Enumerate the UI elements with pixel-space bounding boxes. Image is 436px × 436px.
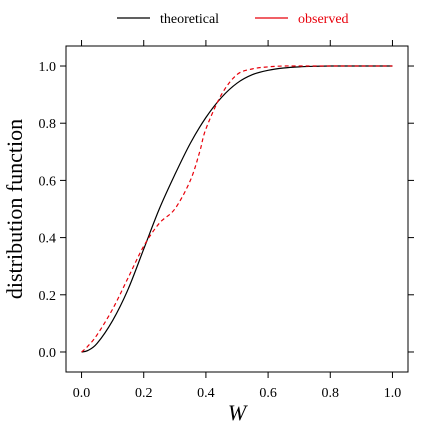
y-tick-label: 0.6 (39, 174, 57, 189)
y-tick-label: 1.0 (39, 60, 57, 75)
legend-label-observed: observed (298, 12, 349, 27)
x-tick-label: 0.4 (197, 386, 215, 401)
y-tick-label: 0.2 (39, 289, 57, 304)
series-line-theoretical (81, 65, 393, 353)
x-tick-label: 0.8 (322, 386, 340, 401)
x-tick-label: 0.2 (135, 386, 153, 401)
legend: theoretical observed (117, 12, 349, 27)
x-tick-label: 0.6 (259, 386, 277, 401)
series-lines (81, 65, 393, 353)
x-axis-title: W (228, 400, 248, 425)
axis-ticks: 0.0 0.2 0.4 0.6 0.8 1.0 0.0 0.2 0.4 0.6 0.8 1.0 (39, 40, 414, 401)
y-tick-label: 0.4 (39, 232, 57, 247)
legend-label-theoretical: theoretical (160, 12, 219, 27)
x-tick-label: 1.0 (384, 386, 402, 401)
y-tick-label: 0.0 (39, 346, 57, 361)
series-line-observed (81, 65, 393, 353)
y-axis-title: distribution function (2, 119, 27, 299)
x-tick-label: 0.0 (73, 386, 91, 401)
plot-area-frame (65, 45, 409, 373)
y-tick-label: 0.8 (39, 117, 57, 132)
